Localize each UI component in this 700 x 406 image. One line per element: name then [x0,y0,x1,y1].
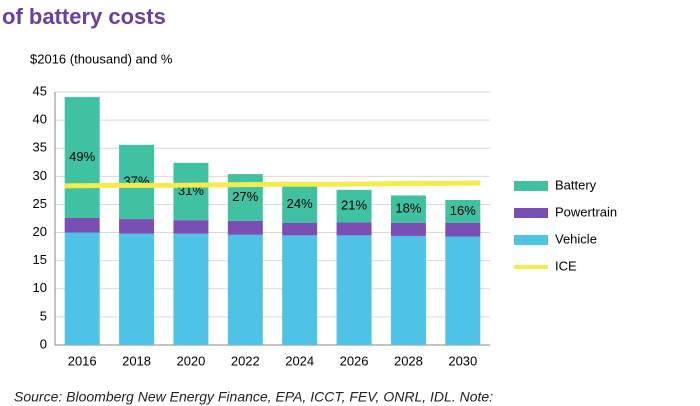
y-tick-label: 45 [33,83,47,98]
bar-segment [336,189,372,223]
share-label: 49% [69,149,95,164]
bar-segment [173,162,209,221]
legend-swatch [514,181,548,191]
bar-segment [119,144,155,220]
share-label: 16% [450,203,476,218]
legend-label: ICE [555,258,577,273]
x-tick-label: 2024 [285,353,314,368]
bar-segment [445,222,481,237]
bar-segment [227,174,263,221]
y-tick-label: 25 [33,196,47,211]
bar-segment [445,236,481,345]
bar-segment [282,235,318,345]
x-tick-label: 2016 [68,353,97,368]
source-note: Source: Bloomberg New Energy Finance, EP… [14,389,493,405]
bar-segment [227,220,263,235]
share-label: 24% [287,196,313,211]
share-label: 18% [395,201,421,216]
bar-segment [336,222,372,236]
bar-segment [390,222,426,236]
bar-segment [64,97,100,218]
legend-label: Powertrain [555,204,617,219]
bar-segment [119,233,155,345]
legend-label: Vehicle [555,231,597,246]
x-tick-label: 2020 [176,353,205,368]
y-tick-label: 15 [33,252,47,267]
share-label: 21% [341,198,367,213]
share-label: 27% [232,189,258,204]
y-tick-label: 20 [33,224,47,239]
y-tick-label: 35 [33,140,47,155]
bar-segment [282,222,318,236]
bar-segment [64,217,100,233]
legend-label: Battery [555,177,597,192]
x-tick-label: 2026 [340,353,369,368]
legend-swatch [514,235,548,245]
y-tick-label: 30 [33,168,47,183]
x-tick-label: 2022 [231,353,260,368]
bar-segment [227,234,263,345]
bar-segment [173,233,209,345]
x-tick-label: 2018 [122,353,151,368]
y-axis-label: $2016 (thousand) and % [30,51,173,66]
x-tick-label: 2028 [394,353,423,368]
y-tick-label: 10 [33,280,47,295]
bar-segment [390,195,426,223]
bar-segment [445,199,481,223]
bar-segment [336,235,372,345]
y-tick-label: 40 [33,112,47,127]
bar-segment [173,220,209,234]
bar-segment [282,185,318,223]
bar-segment [64,232,100,345]
bar-segment [119,219,155,234]
bar-segment [390,235,426,345]
chart-title: of battery costs [2,4,166,29]
y-tick-label: 0 [40,336,47,351]
y-tick-label: 5 [40,308,47,323]
legend-swatch [514,208,548,218]
ice-line [64,180,481,189]
x-tick-label: 2030 [448,353,477,368]
